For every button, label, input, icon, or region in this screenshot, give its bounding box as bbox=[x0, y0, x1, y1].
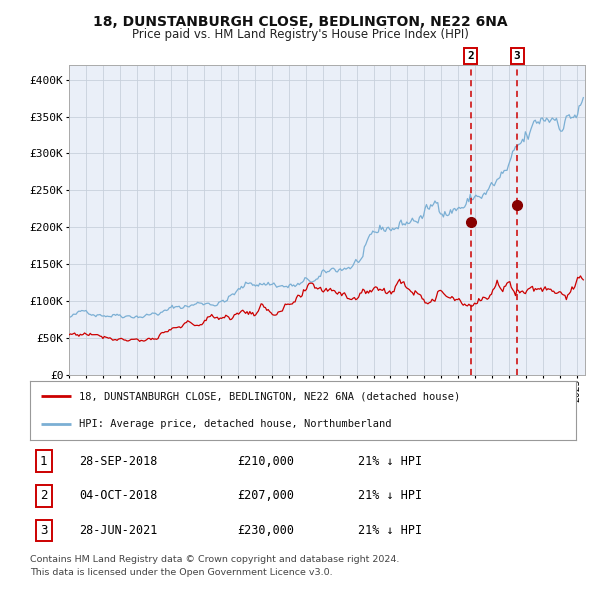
Text: 21% ↓ HPI: 21% ↓ HPI bbox=[358, 455, 422, 468]
Text: Contains HM Land Registry data © Crown copyright and database right 2024.: Contains HM Land Registry data © Crown c… bbox=[30, 555, 400, 563]
Text: 28-SEP-2018: 28-SEP-2018 bbox=[79, 455, 158, 468]
Text: 3: 3 bbox=[514, 51, 521, 61]
Text: £207,000: £207,000 bbox=[238, 489, 295, 503]
Text: Price paid vs. HM Land Registry's House Price Index (HPI): Price paid vs. HM Land Registry's House … bbox=[131, 28, 469, 41]
Text: 1: 1 bbox=[40, 455, 47, 468]
Text: 21% ↓ HPI: 21% ↓ HPI bbox=[358, 524, 422, 537]
Text: HPI: Average price, detached house, Northumberland: HPI: Average price, detached house, Nort… bbox=[79, 419, 392, 428]
Text: £210,000: £210,000 bbox=[238, 455, 295, 468]
Text: 3: 3 bbox=[40, 524, 47, 537]
Text: 04-OCT-2018: 04-OCT-2018 bbox=[79, 489, 158, 503]
Text: 21% ↓ HPI: 21% ↓ HPI bbox=[358, 489, 422, 503]
Text: £230,000: £230,000 bbox=[238, 524, 295, 537]
Text: This data is licensed under the Open Government Licence v3.0.: This data is licensed under the Open Gov… bbox=[30, 568, 332, 576]
Text: 2: 2 bbox=[467, 51, 475, 61]
Text: 18, DUNSTANBURGH CLOSE, BEDLINGTON, NE22 6NA: 18, DUNSTANBURGH CLOSE, BEDLINGTON, NE22… bbox=[92, 15, 508, 29]
Text: 28-JUN-2021: 28-JUN-2021 bbox=[79, 524, 158, 537]
Text: 2: 2 bbox=[40, 489, 47, 503]
Text: 18, DUNSTANBURGH CLOSE, BEDLINGTON, NE22 6NA (detached house): 18, DUNSTANBURGH CLOSE, BEDLINGTON, NE22… bbox=[79, 392, 460, 401]
